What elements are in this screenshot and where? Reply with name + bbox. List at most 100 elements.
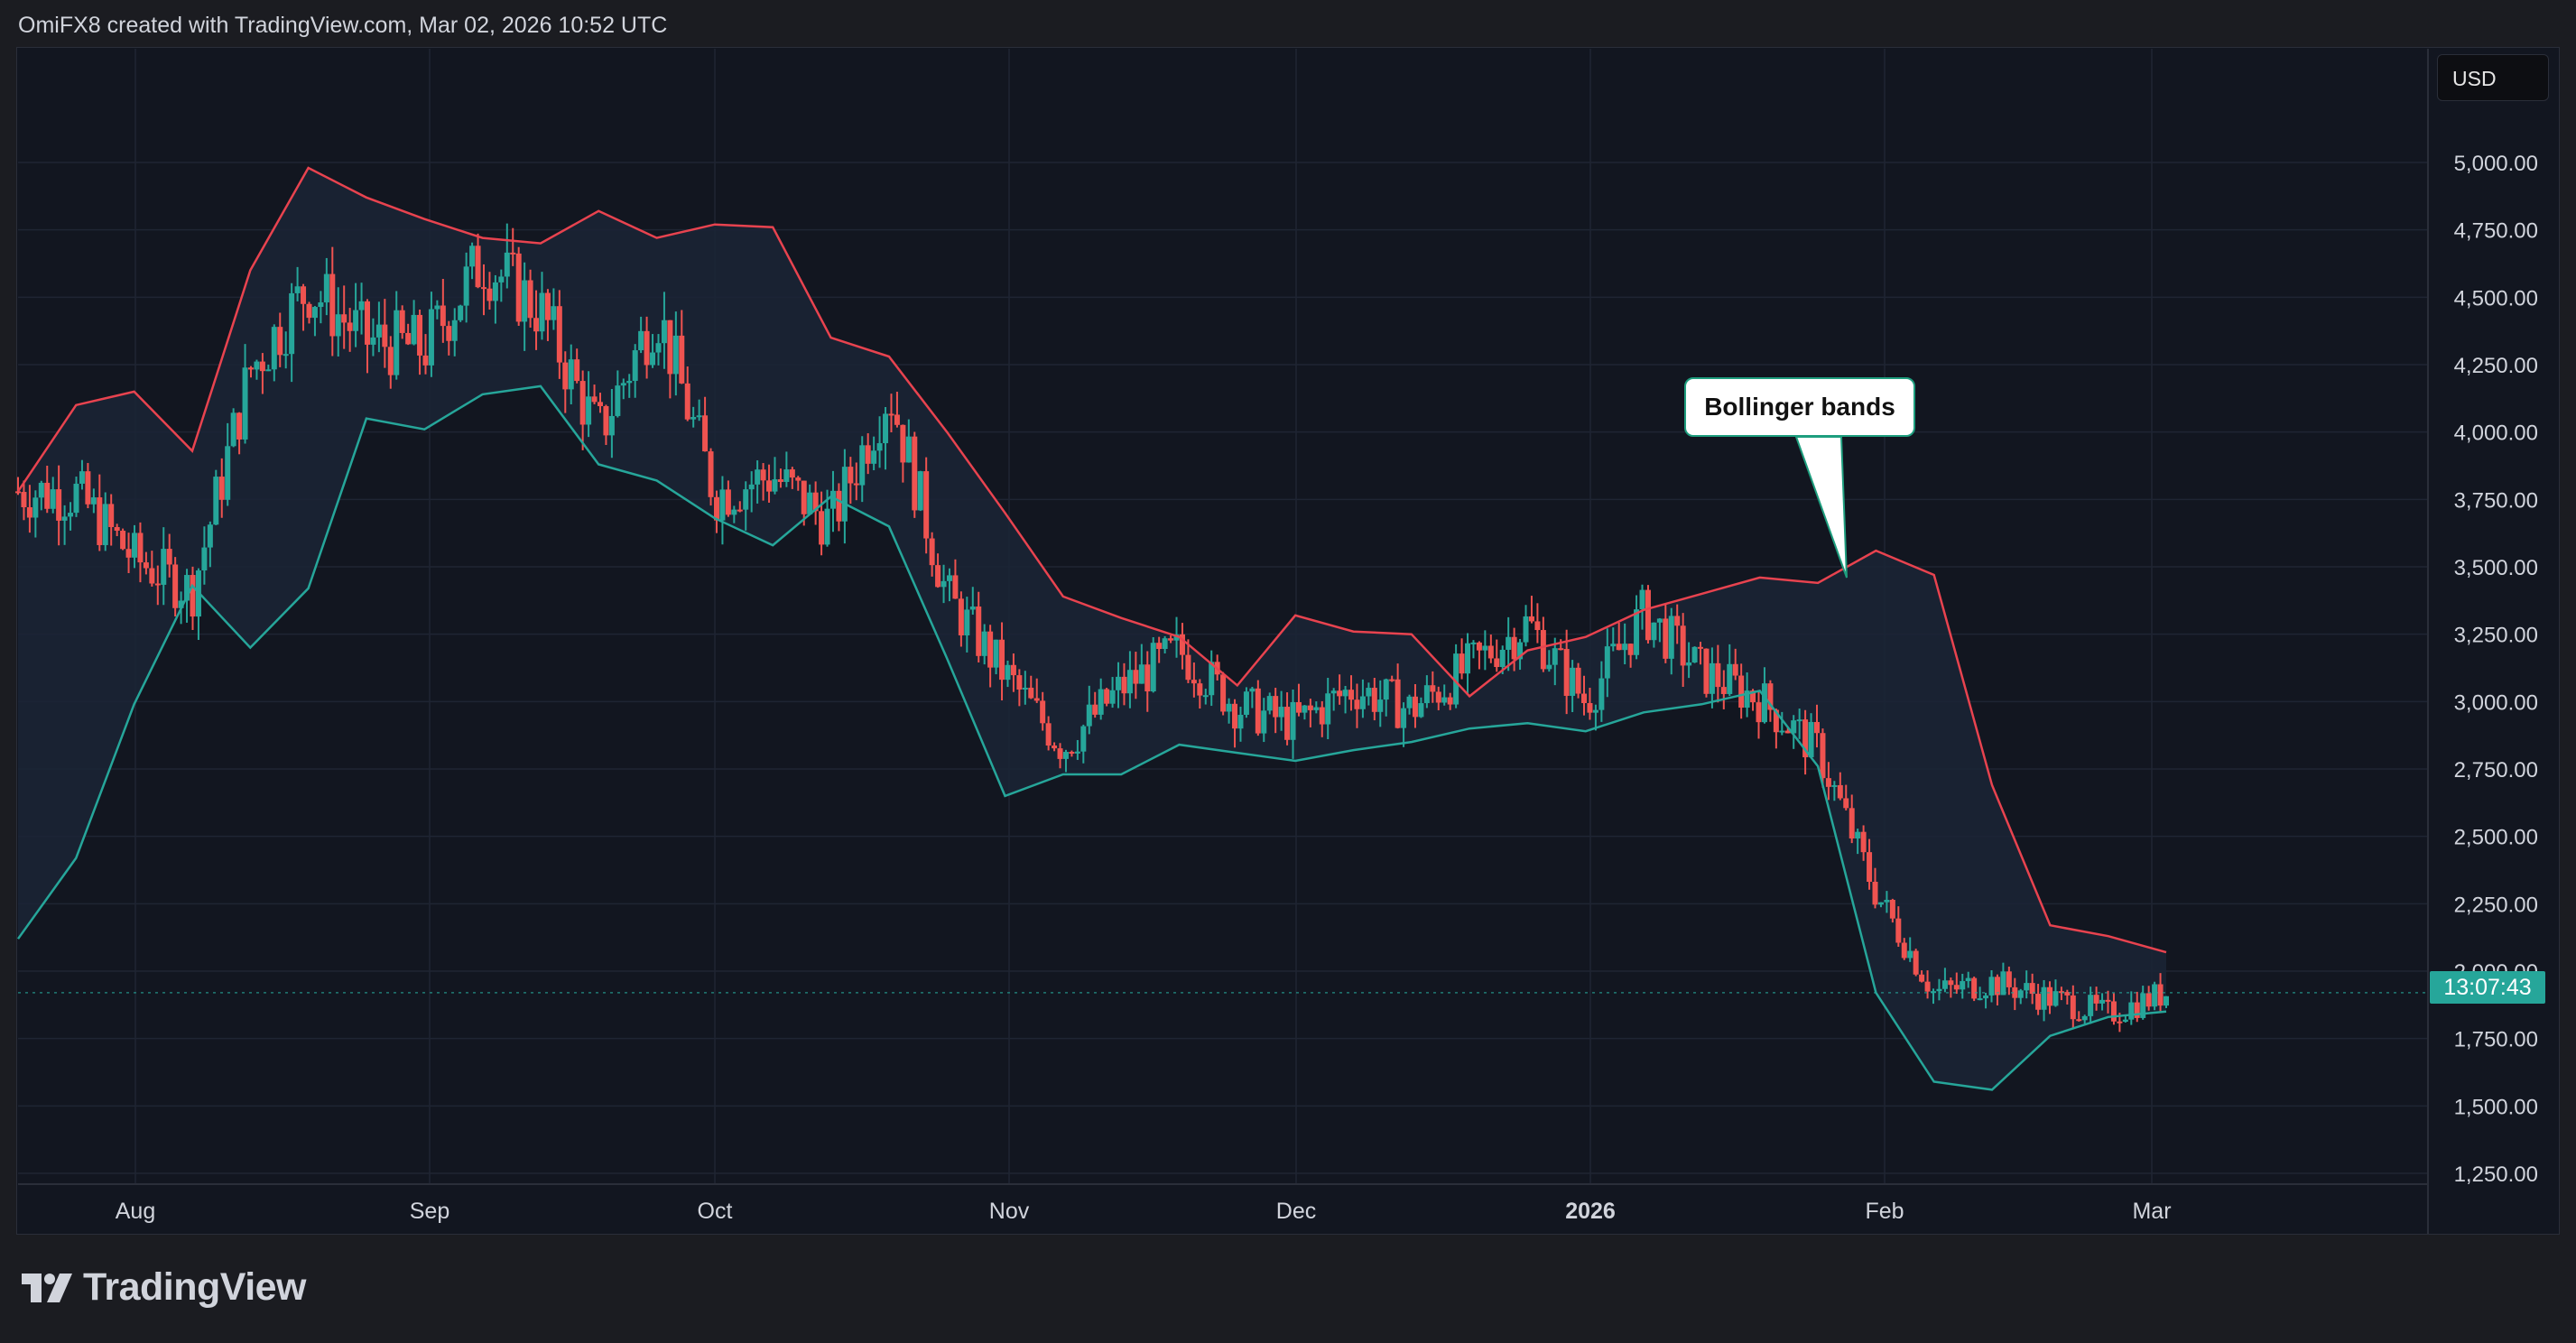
candle-body	[97, 497, 103, 545]
candle-body	[15, 491, 21, 494]
candle-body	[1138, 664, 1144, 684]
candle-body	[1540, 630, 1546, 670]
candle-body	[551, 306, 557, 320]
candle-body	[544, 292, 551, 320]
candle-body	[254, 361, 260, 370]
candle-body	[2017, 990, 2024, 998]
candle-body	[731, 509, 737, 515]
candle-body	[469, 245, 476, 267]
candle-body	[935, 565, 941, 588]
candle-body	[539, 292, 545, 332]
candle-body	[522, 280, 528, 322]
candle-body	[1441, 697, 1448, 703]
candle-body	[2117, 1021, 2123, 1023]
candle-body	[1831, 784, 1838, 787]
candle-body	[1971, 977, 1978, 999]
candle-body	[725, 489, 731, 515]
candle-body	[848, 467, 854, 484]
candle-body	[1587, 703, 1593, 713]
candle-body	[2052, 991, 2059, 1006]
candle-body	[1558, 648, 1564, 651]
candle-body	[1162, 638, 1168, 649]
x-tick-label: Oct	[698, 1199, 733, 1224]
candle-body	[1144, 664, 1151, 692]
candle-body	[2012, 986, 2018, 998]
candle-body	[125, 549, 132, 558]
candle-body	[510, 252, 516, 255]
candle-body	[1209, 662, 1215, 696]
candle-body	[108, 504, 115, 527]
candle-body	[358, 301, 365, 310]
candle-body	[1674, 616, 1681, 626]
last-price-countdown: 13:07:43	[2430, 971, 2545, 1004]
candle-body	[184, 575, 190, 601]
candle-body	[417, 314, 423, 356]
candle-body	[1202, 695, 1209, 698]
candle-body	[1656, 618, 1663, 623]
candle-body	[1651, 622, 1657, 641]
candle-body	[1877, 902, 1884, 905]
candle-body	[2041, 986, 2047, 1010]
candle-body	[1237, 714, 1244, 729]
annotation-callout[interactable]: Bollinger bands	[1684, 377, 1915, 437]
candle-body	[1913, 950, 1919, 975]
candle-body	[283, 354, 289, 357]
candle-body	[829, 490, 836, 509]
candle-body	[591, 396, 598, 403]
candle-body	[1907, 950, 1913, 959]
candle-body	[748, 484, 755, 490]
candle-body	[679, 335, 685, 384]
candle-body	[2058, 991, 2064, 994]
candle-body	[1261, 710, 1267, 734]
candle-body	[353, 310, 359, 331]
tradingview-logo[interactable]: TradingView	[20, 1265, 307, 1310]
candle-body	[1423, 685, 1430, 704]
candle-body	[533, 318, 540, 332]
candle-body	[1581, 693, 1588, 704]
candle-body	[1156, 643, 1163, 649]
candle-body	[1773, 709, 1779, 733]
candle-body	[1756, 702, 1762, 723]
candle-body	[2070, 995, 2076, 1020]
candle-body	[26, 507, 32, 518]
y-tick-label: 3,000.00	[2454, 690, 2538, 715]
chart-header: OmiFX8 created with TradingView.com, Mar…	[18, 13, 668, 38]
candle-body	[1511, 636, 1517, 660]
candle-body	[1412, 696, 1418, 718]
candle-body	[1528, 616, 1534, 622]
candle-body	[1889, 899, 1895, 919]
y-tick-label: 1,750.00	[2454, 1028, 2538, 1052]
candle-body	[21, 492, 27, 508]
candle-body	[1278, 707, 1284, 718]
candle-body	[1168, 638, 1174, 641]
candle-body	[1052, 746, 1058, 749]
candle-body	[1366, 688, 1372, 697]
currency-selector[interactable]: USD	[2437, 54, 2549, 101]
candle-body	[1232, 703, 1238, 729]
candle-body	[56, 489, 62, 521]
candle-body	[61, 516, 68, 521]
candle-body	[2105, 999, 2111, 1002]
candle-body	[434, 305, 440, 310]
candle-body	[2157, 984, 2164, 1006]
candle-body	[1226, 703, 1232, 712]
candle-body	[492, 282, 498, 301]
candle-body	[941, 580, 947, 588]
candle-body	[859, 445, 866, 486]
candle-body	[987, 631, 994, 668]
candle-body	[556, 306, 562, 363]
candle-body	[1855, 831, 1861, 838]
annotation-pointer	[1794, 436, 1848, 579]
candle-body	[2006, 971, 2012, 987]
candle-body	[370, 337, 376, 345]
candle-body	[375, 324, 382, 338]
candle-body	[458, 305, 464, 320]
candle-body	[1487, 645, 1494, 659]
candle-body	[1470, 642, 1477, 644]
candle-body	[1150, 643, 1156, 692]
candle-body	[1022, 687, 1028, 690]
candle-body	[1814, 721, 1821, 734]
candle-body	[1872, 882, 1878, 905]
candle-body	[964, 609, 970, 635]
